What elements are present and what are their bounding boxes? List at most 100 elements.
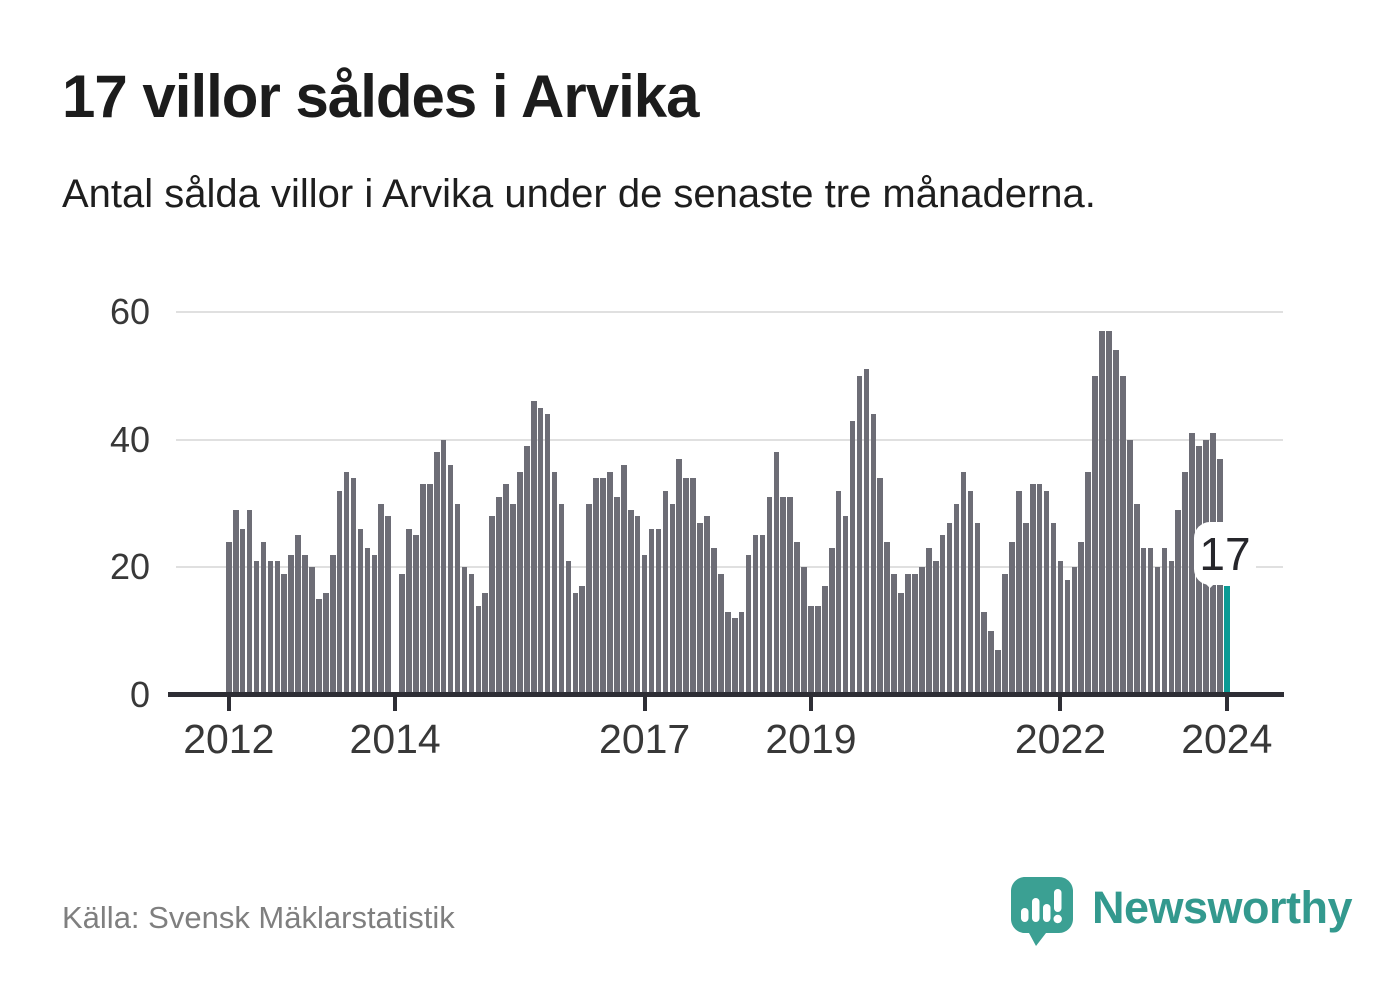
bar bbox=[482, 592, 489, 695]
bar bbox=[1189, 433, 1195, 695]
bar bbox=[503, 484, 509, 695]
bar bbox=[378, 503, 385, 695]
bar bbox=[600, 477, 606, 695]
bar bbox=[828, 548, 835, 695]
bar bbox=[350, 477, 357, 695]
bar bbox=[364, 548, 371, 695]
bar bbox=[357, 529, 364, 695]
bar bbox=[1099, 331, 1105, 695]
bar bbox=[274, 560, 281, 695]
bar bbox=[925, 548, 932, 695]
bar bbox=[524, 446, 530, 695]
bar bbox=[697, 522, 703, 695]
newsworthy-logo: Newsworthy bbox=[1010, 876, 1353, 951]
bar bbox=[246, 509, 253, 695]
bar bbox=[558, 503, 565, 695]
bar bbox=[835, 490, 842, 695]
y-axis-label: 60 bbox=[109, 291, 150, 332]
bar bbox=[1140, 548, 1147, 695]
axis-tick bbox=[226, 697, 231, 711]
bar bbox=[1147, 548, 1154, 695]
bar bbox=[1009, 541, 1015, 695]
highlighted-bar bbox=[1224, 586, 1230, 695]
bar bbox=[752, 535, 759, 695]
bar bbox=[1043, 490, 1050, 695]
bar bbox=[1120, 375, 1126, 695]
bar bbox=[856, 375, 863, 695]
x-axis-label: 2022 bbox=[1014, 716, 1107, 762]
chart-subtitle: Antal sålda villor i Arvika under de sen… bbox=[62, 172, 1096, 216]
bar bbox=[1085, 471, 1091, 695]
bar bbox=[440, 439, 447, 695]
bar bbox=[551, 471, 558, 695]
bar bbox=[1057, 560, 1064, 695]
chart-speech-bubble-icon bbox=[1010, 876, 1074, 948]
bar bbox=[794, 541, 800, 695]
x-axis-label: 2024 bbox=[1181, 716, 1273, 762]
bar bbox=[863, 369, 870, 695]
bar bbox=[406, 529, 412, 695]
bar bbox=[1016, 490, 1022, 695]
bar bbox=[579, 586, 586, 695]
bar bbox=[226, 541, 232, 695]
bar bbox=[496, 497, 502, 695]
bar bbox=[1078, 541, 1085, 695]
bar bbox=[704, 516, 710, 695]
bar bbox=[607, 471, 613, 695]
x-axis-label: 2019 bbox=[765, 716, 857, 762]
bar bbox=[919, 567, 925, 695]
source-label: Källa: Svensk Mäklarstatistik bbox=[62, 900, 455, 935]
bar bbox=[336, 490, 343, 695]
bar bbox=[815, 605, 821, 695]
bar bbox=[1133, 503, 1140, 695]
bar bbox=[731, 618, 738, 695]
axis-tick bbox=[393, 697, 398, 711]
bar bbox=[1071, 567, 1078, 695]
bar bbox=[343, 471, 350, 695]
bar bbox=[517, 471, 523, 695]
bar bbox=[946, 522, 953, 695]
bar bbox=[544, 414, 551, 695]
bar bbox=[1029, 484, 1036, 695]
bar bbox=[988, 631, 994, 695]
bar bbox=[454, 503, 461, 695]
bar bbox=[572, 592, 579, 695]
bar bbox=[981, 612, 988, 695]
bar bbox=[281, 573, 288, 695]
bar bbox=[738, 612, 745, 695]
bar bbox=[891, 573, 897, 695]
bar bbox=[614, 497, 620, 695]
bar bbox=[995, 650, 1001, 695]
bar bbox=[1106, 331, 1112, 695]
gridline bbox=[176, 311, 1283, 313]
bar bbox=[711, 548, 717, 695]
bar bbox=[510, 503, 516, 695]
bar bbox=[489, 516, 495, 695]
bar bbox=[316, 599, 322, 695]
bar bbox=[648, 529, 655, 695]
bar bbox=[842, 516, 849, 695]
bar bbox=[655, 529, 662, 695]
bar bbox=[593, 477, 599, 695]
bar bbox=[1168, 560, 1175, 695]
bar bbox=[1175, 509, 1182, 695]
bar bbox=[808, 605, 814, 695]
bar bbox=[1092, 375, 1098, 695]
bar bbox=[877, 477, 884, 695]
bar bbox=[1161, 548, 1168, 695]
y-axis-label: 20 bbox=[109, 546, 150, 588]
bar bbox=[399, 573, 405, 695]
gridline bbox=[176, 438, 1283, 441]
bar bbox=[1036, 484, 1043, 695]
bar bbox=[537, 407, 544, 695]
axis-tick bbox=[642, 697, 647, 711]
bar bbox=[745, 554, 752, 695]
y-axis-label: 40 bbox=[109, 418, 150, 460]
bar bbox=[565, 560, 572, 695]
bar bbox=[1113, 350, 1119, 695]
bar bbox=[302, 554, 308, 695]
axis-tick bbox=[1224, 697, 1229, 711]
bar bbox=[773, 452, 780, 695]
axis-tick bbox=[1058, 697, 1063, 711]
